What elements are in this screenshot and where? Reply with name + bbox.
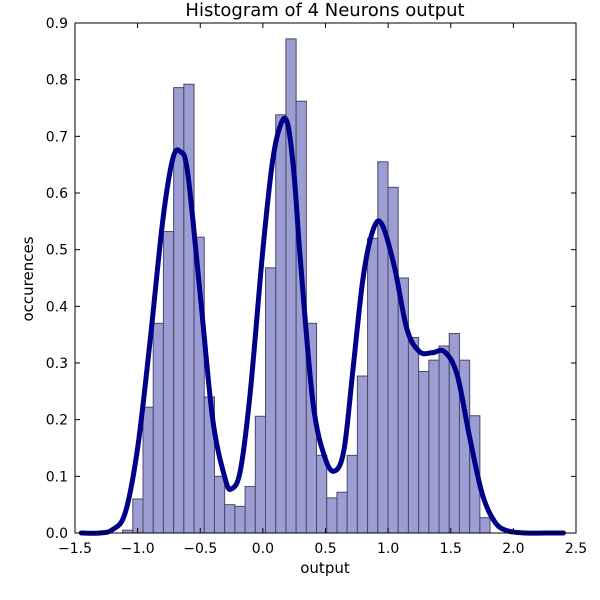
y-axis-ticks: 0.0 0.1 0.2 0.3 0.4 0.5 0.6 0.7 0.8 0.9 (46, 16, 576, 542)
histogram-bar (132, 498, 144, 534)
y-tick-label: 0.2 (46, 413, 68, 429)
histogram-bar (418, 371, 430, 534)
histogram-bar (336, 491, 348, 534)
y-tick-label: 0.4 (46, 299, 68, 315)
y-tick-label: 0.5 (46, 243, 68, 259)
histogram-bar (152, 322, 164, 534)
y-tick-label: 0.6 (46, 186, 68, 202)
histogram-bar (275, 114, 287, 534)
x-tick-label: −0.5 (183, 541, 217, 557)
y-tick-label: 0.9 (46, 16, 68, 32)
histogram-bar (254, 415, 267, 534)
x-tick-label: 1.5 (440, 541, 462, 557)
histogram-bar (428, 359, 440, 534)
kde-curve (78, 115, 566, 536)
x-tick-label: −1.5 (58, 541, 92, 557)
x-tick-label: 0.0 (252, 541, 274, 557)
histogram-bar (479, 517, 491, 534)
histogram-bar (316, 454, 328, 534)
y-axis-label: occurences (19, 236, 37, 321)
y-tick-label: 0.1 (46, 469, 68, 485)
y-tick-label: 0.3 (46, 356, 68, 372)
chart-title: Histogram of 4 Neurons output (185, 0, 464, 21)
histogram-bar (326, 497, 338, 534)
histogram-bar (346, 454, 358, 534)
x-axis-label: output (300, 559, 350, 577)
histogram-bar (285, 38, 297, 534)
x-tick-label: 1.0 (377, 541, 399, 557)
histogram-bar (142, 406, 154, 534)
histogram-bar (224, 504, 236, 534)
histogram-bar (162, 231, 175, 534)
histogram-bar (356, 375, 369, 534)
histogram-bars (122, 38, 491, 534)
histogram-bar (377, 161, 389, 534)
x-tick-label: 0.5 (314, 541, 336, 557)
x-tick-label: 2.0 (502, 541, 524, 557)
x-axis-ticks: −1.5 −1.0 −0.5 0.0 0.5 1.0 1.5 2.0 2.5 (58, 23, 587, 557)
histogram-bar (438, 345, 450, 534)
histogram-bar (183, 83, 195, 534)
x-tick-label: 2.5 (565, 541, 587, 557)
histogram-bar (265, 267, 277, 534)
histogram-bar (213, 475, 226, 534)
y-tick-label: 0.0 (46, 526, 68, 542)
y-tick-label: 0.8 (46, 73, 68, 89)
histogram-bar (244, 486, 256, 534)
histogram-bar (407, 337, 420, 534)
histogram-bar (367, 237, 379, 534)
histogram-bar (234, 505, 246, 534)
y-tick-label: 0.7 (46, 129, 68, 145)
x-tick-label: −1.0 (121, 541, 155, 557)
kde-curve-group (78, 115, 566, 536)
